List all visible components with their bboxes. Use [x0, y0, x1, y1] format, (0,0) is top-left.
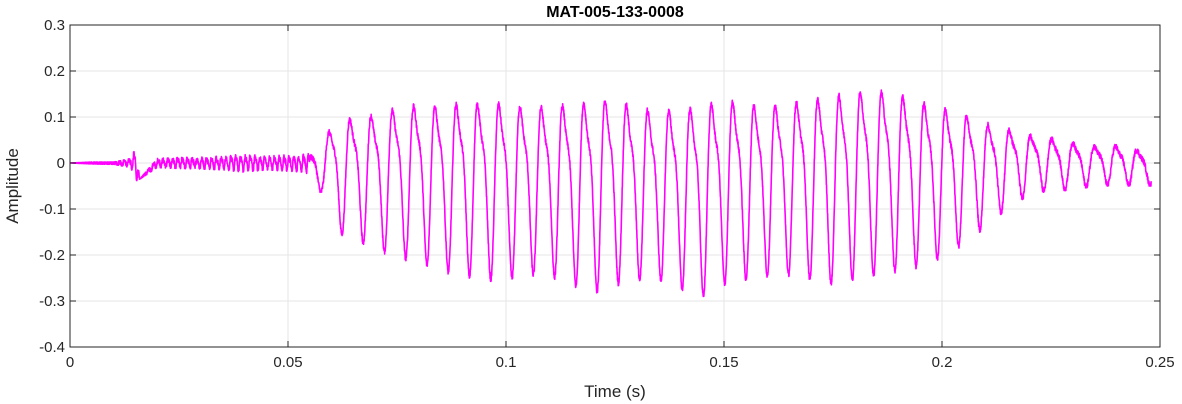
x-tick-label: 0.05: [273, 354, 302, 371]
y-tick-label: 0: [57, 155, 65, 172]
x-axis-label: Time (s): [584, 382, 646, 401]
y-tick-label: -0.2: [39, 247, 65, 264]
x-tick-label: 0.25: [1145, 354, 1174, 371]
y-tick-label: 0.2: [44, 63, 65, 80]
y-tick-label: 0.3: [44, 17, 65, 34]
chart-title: MAT-005-133-0008: [546, 4, 684, 21]
y-tick-label: -0.4: [39, 339, 65, 356]
y-axis-label: Amplitude: [3, 148, 22, 224]
waveform-line: [69, 89, 1153, 298]
x-tick-label: 0.1: [496, 354, 517, 371]
ticks: 0 0.05 0.1 0.15 0.2 0.25 -0.4 -0.3 -0.2 -0.1 0 0.1 0…: [39, 17, 1174, 371]
x-tick-label: 0.2: [932, 354, 953, 371]
x-tick-label: 0.15: [709, 354, 738, 371]
x-tick-label: 0: [66, 354, 74, 371]
plot-background: [70, 25, 1160, 347]
series-group: [69, 89, 1153, 298]
plot-box: [69, 24, 1161, 348]
y-tick-label: -0.1: [39, 201, 65, 218]
y-tick-label: 0.1: [44, 109, 65, 126]
y-tick-label: -0.3: [39, 293, 65, 310]
